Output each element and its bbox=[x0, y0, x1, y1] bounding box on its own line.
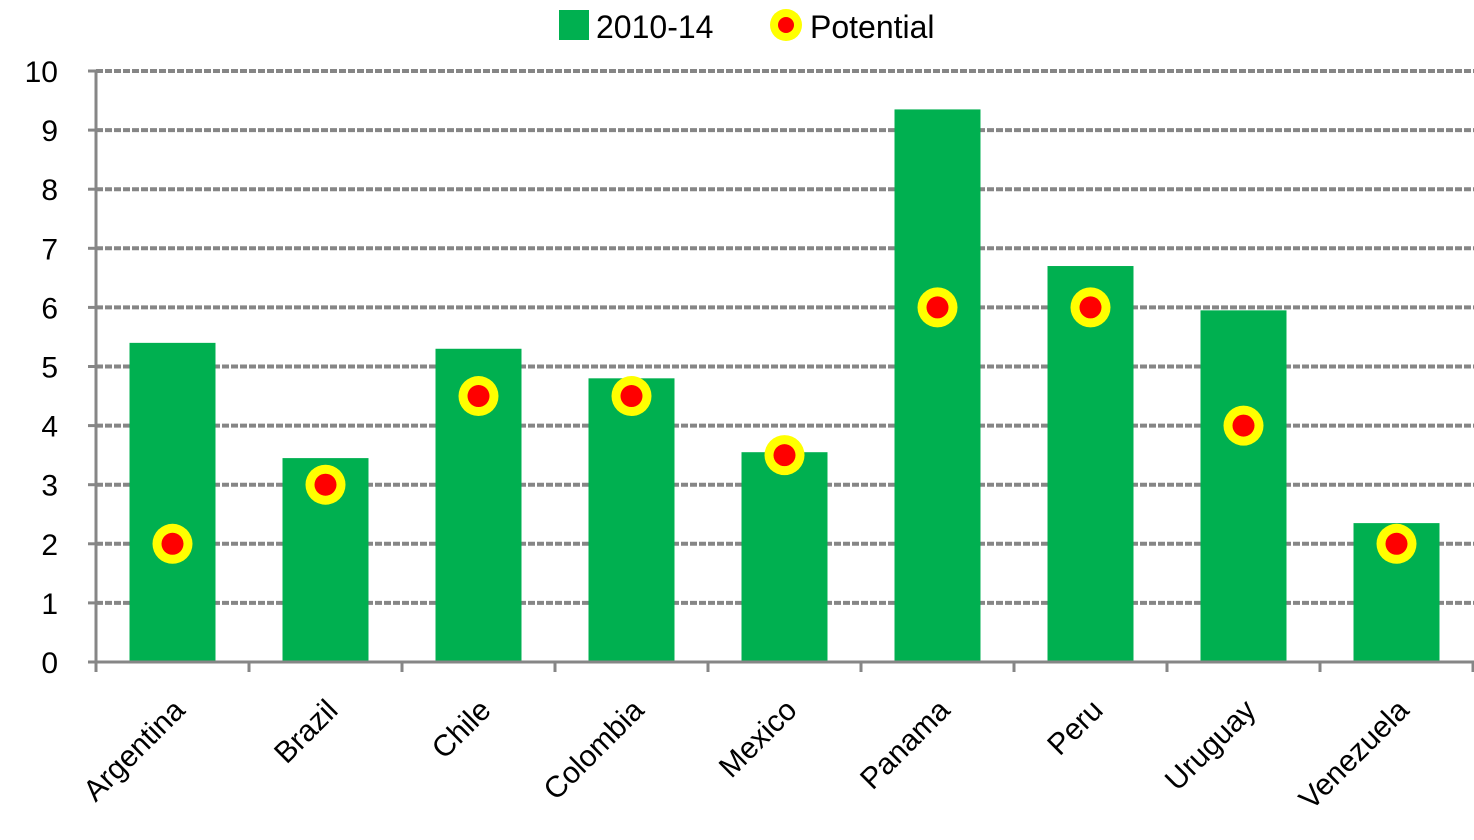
marker-brazil bbox=[305, 464, 346, 505]
marker-dot bbox=[1232, 414, 1255, 437]
marker-panama bbox=[917, 287, 958, 328]
marker-venezuela bbox=[1376, 523, 1417, 564]
bars bbox=[129, 109, 1440, 663]
marker-dot bbox=[467, 385, 490, 408]
y-tick-label: 7 bbox=[41, 233, 58, 266]
y-tick-label: 8 bbox=[41, 174, 58, 207]
marker-uruguay bbox=[1223, 405, 1264, 446]
legend: 2010-14 Potential bbox=[559, 9, 935, 45]
y-tick-label: 10 bbox=[25, 56, 58, 89]
x-tick-label: Peru bbox=[1041, 694, 1109, 762]
marker-chile bbox=[458, 376, 499, 417]
markers bbox=[152, 287, 1417, 564]
x-tick-label: Uruguay bbox=[1159, 694, 1263, 798]
y-tick-label: 4 bbox=[41, 411, 58, 444]
marker-colombia bbox=[611, 376, 652, 417]
y-tick-label: 2 bbox=[41, 529, 58, 562]
y-tick-label: 3 bbox=[41, 470, 58, 503]
marker-mexico bbox=[764, 435, 805, 476]
legend-label-marker: Potential bbox=[810, 9, 935, 45]
x-tick-label: Venezuela bbox=[1293, 693, 1416, 816]
bar-argentina bbox=[129, 342, 216, 662]
x-tick-label: Mexico bbox=[713, 694, 804, 785]
y-tick-label: 5 bbox=[41, 352, 58, 385]
legend-swatch-marker-dot bbox=[778, 17, 794, 33]
marker-dot bbox=[620, 385, 643, 408]
marker-argentina bbox=[152, 523, 193, 564]
marker-peru bbox=[1070, 287, 1111, 328]
x-tick-label: Argentina bbox=[77, 693, 191, 807]
y-tick-label: 9 bbox=[41, 115, 58, 148]
y-tick-label: 1 bbox=[41, 588, 58, 621]
bar-panama bbox=[894, 109, 981, 663]
y-tick-label: 0 bbox=[41, 647, 58, 680]
marker-dot bbox=[1385, 532, 1408, 555]
y-tick-label: 6 bbox=[41, 292, 58, 325]
legend-label-bar: 2010-14 bbox=[596, 9, 713, 45]
x-tick-label: Panama bbox=[854, 693, 957, 796]
bar-peru bbox=[1047, 266, 1134, 662]
x-tick-label: Chile bbox=[426, 694, 498, 766]
marker-dot bbox=[1079, 296, 1102, 319]
axes bbox=[88, 69, 1474, 672]
marker-dot bbox=[161, 532, 184, 555]
legend-swatch-bar bbox=[559, 10, 589, 40]
marker-dot bbox=[314, 473, 337, 496]
marker-dot bbox=[773, 444, 796, 467]
bar-colombia bbox=[588, 378, 675, 662]
bar-uruguay bbox=[1200, 310, 1287, 662]
x-tick-label: Brazil bbox=[268, 694, 344, 770]
bar-mexico bbox=[741, 452, 828, 662]
x-tick-label: Colombia bbox=[538, 693, 651, 806]
marker-dot bbox=[926, 296, 949, 319]
